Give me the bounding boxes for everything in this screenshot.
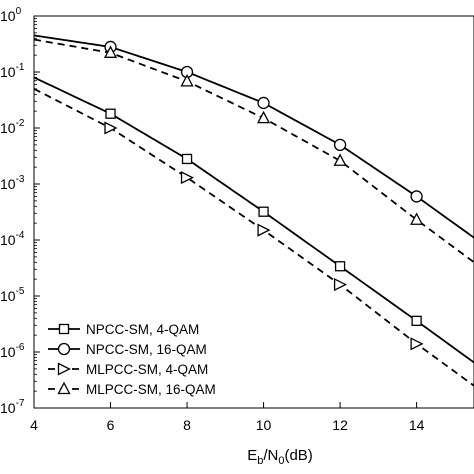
- data-point: [104, 121, 118, 135]
- x-tick-label: 8: [183, 417, 191, 433]
- x-tick-label: 10: [256, 417, 272, 433]
- data-point: [258, 206, 269, 217]
- series-3: [34, 88, 474, 387]
- y-tick-label: 10-7: [0, 398, 25, 416]
- legend: NPCC-SM, 4-QAM NPCC-SM, 16-QAM MLPCC-SM, 4…: [44, 318, 266, 402]
- y-tick-label: 10-3: [0, 174, 25, 192]
- x-tick-label: 6: [107, 417, 115, 433]
- data-point: [410, 212, 424, 225]
- legend-marker: [57, 342, 71, 356]
- legend-label: MLPCC-SM, 4-QAM: [86, 362, 208, 377]
- x-tick-label: 14: [409, 417, 425, 433]
- x-axis: 4 6 8 10 12 14: [30, 402, 425, 433]
- legend-label: NPCC-SM, 16-QAM: [86, 342, 207, 357]
- legend-item: NPCC-SM, 4-QAM: [48, 322, 199, 337]
- data-point: [180, 73, 194, 87]
- legend-label: NPCC-SM, 4-QAM: [86, 322, 199, 337]
- data-point: [257, 96, 270, 110]
- data-point: [105, 108, 116, 119]
- data-point: [333, 153, 347, 166]
- data-point: [180, 171, 194, 185]
- y-tick-label: 10-6: [0, 342, 25, 360]
- data-point: [410, 337, 424, 351]
- legend-marker: [58, 323, 70, 335]
- data-point: [411, 315, 422, 326]
- data-point: [257, 223, 271, 237]
- series-4: [34, 38, 474, 264]
- y-tick-label: 10-4: [0, 230, 25, 248]
- legend-label: MLPCC-SM, 16-QAM: [86, 382, 216, 397]
- x-tick-label: 12: [332, 417, 348, 433]
- data-point: [334, 261, 346, 272]
- y-tick-label: 10-1: [0, 62, 25, 80]
- series-line: [34, 38, 474, 264]
- x-tick-label: 4: [30, 417, 38, 433]
- legend-marker: [57, 362, 71, 376]
- data-point: [410, 190, 423, 203]
- series-2: [34, 34, 474, 239]
- legend-box: [44, 318, 266, 402]
- legend-item: MLPCC-SM, 4-QAM: [48, 362, 208, 377]
- y-tick-label: 100: [0, 6, 22, 24]
- data-point: [333, 138, 347, 152]
- data-point: [256, 110, 271, 124]
- y-tick-label: 10-2: [0, 118, 25, 136]
- y-axis: 100 10-1 10-2 10-3 10-4 10-5 10-6 10-7: [0, 6, 40, 416]
- data-point: [333, 278, 348, 292]
- data-point: [181, 153, 193, 165]
- legend-item: NPCC-SM, 16-QAM: [48, 342, 207, 357]
- series-line: [34, 88, 474, 387]
- series-line: [34, 34, 474, 239]
- y-tick-label: 10-5: [0, 286, 25, 304]
- data-point: [103, 45, 118, 58]
- legend-marker: [57, 381, 71, 395]
- plot-frame: [33, 15, 474, 409]
- legend-item: MLPCC-SM, 16-QAM: [48, 381, 216, 397]
- series-1: [34, 76, 474, 364]
- plot-area: [33, 15, 474, 409]
- x-axis-label: Eb/N0(dB): [247, 447, 313, 467]
